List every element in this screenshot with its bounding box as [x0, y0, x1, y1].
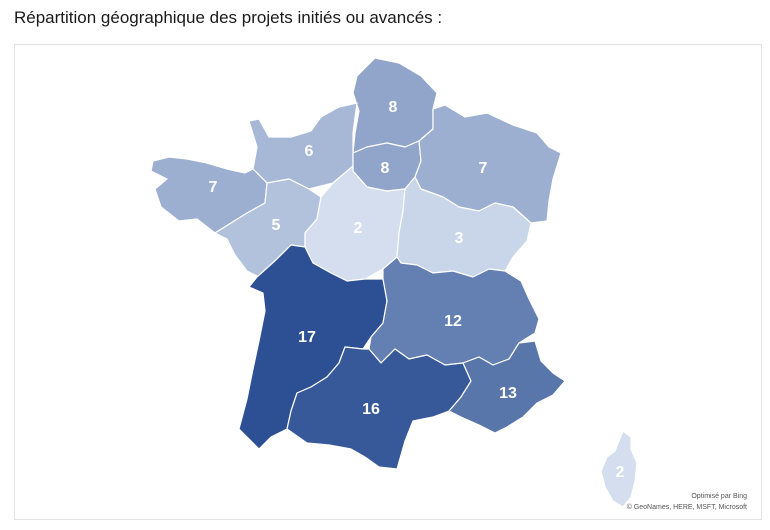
label-ile-de-france: 8 — [381, 160, 390, 177]
region-provence-alpes-cote-d-azur[interactable] — [448, 340, 566, 434]
label-provence-alpes-cote-d-azur: 13 — [499, 385, 517, 402]
label-auvergne-rhone-alpes: 12 — [444, 313, 462, 330]
map-caption: Répartition géographique des projets ini… — [14, 8, 443, 27]
attribution-copyright: © GeoNames, HERE, MSFT, Microsoft — [626, 504, 747, 511]
label-nouvelle-aquitaine: 17 — [298, 329, 316, 346]
label-grand-est: 7 — [479, 160, 488, 177]
label-corse: 2 — [616, 464, 625, 481]
label-bretagne: 7 — [209, 179, 218, 196]
label-bourgogne-franche-comte: 3 — [455, 230, 464, 247]
label-pays-de-la-loire: 5 — [272, 217, 281, 234]
label-hauts-de-france: 8 — [389, 99, 398, 116]
label-centre-val-de-loire: 2 — [354, 220, 363, 237]
region-corse[interactable] — [600, 430, 638, 508]
map-frame: 8 6 8 7 7 5 2 3 17 12 16 13 2 Optimisé p… — [14, 44, 762, 520]
map-attribution: Optimisé par Bing © GeoNames, HERE, MSFT… — [627, 491, 747, 513]
france-regions-map: 8 6 8 7 7 5 2 3 17 12 16 13 2 — [150, 57, 638, 508]
attribution-powered-by: Optimisé par Bing — [691, 493, 747, 500]
label-normandie: 6 — [305, 143, 314, 160]
label-occitanie: 16 — [362, 401, 380, 418]
